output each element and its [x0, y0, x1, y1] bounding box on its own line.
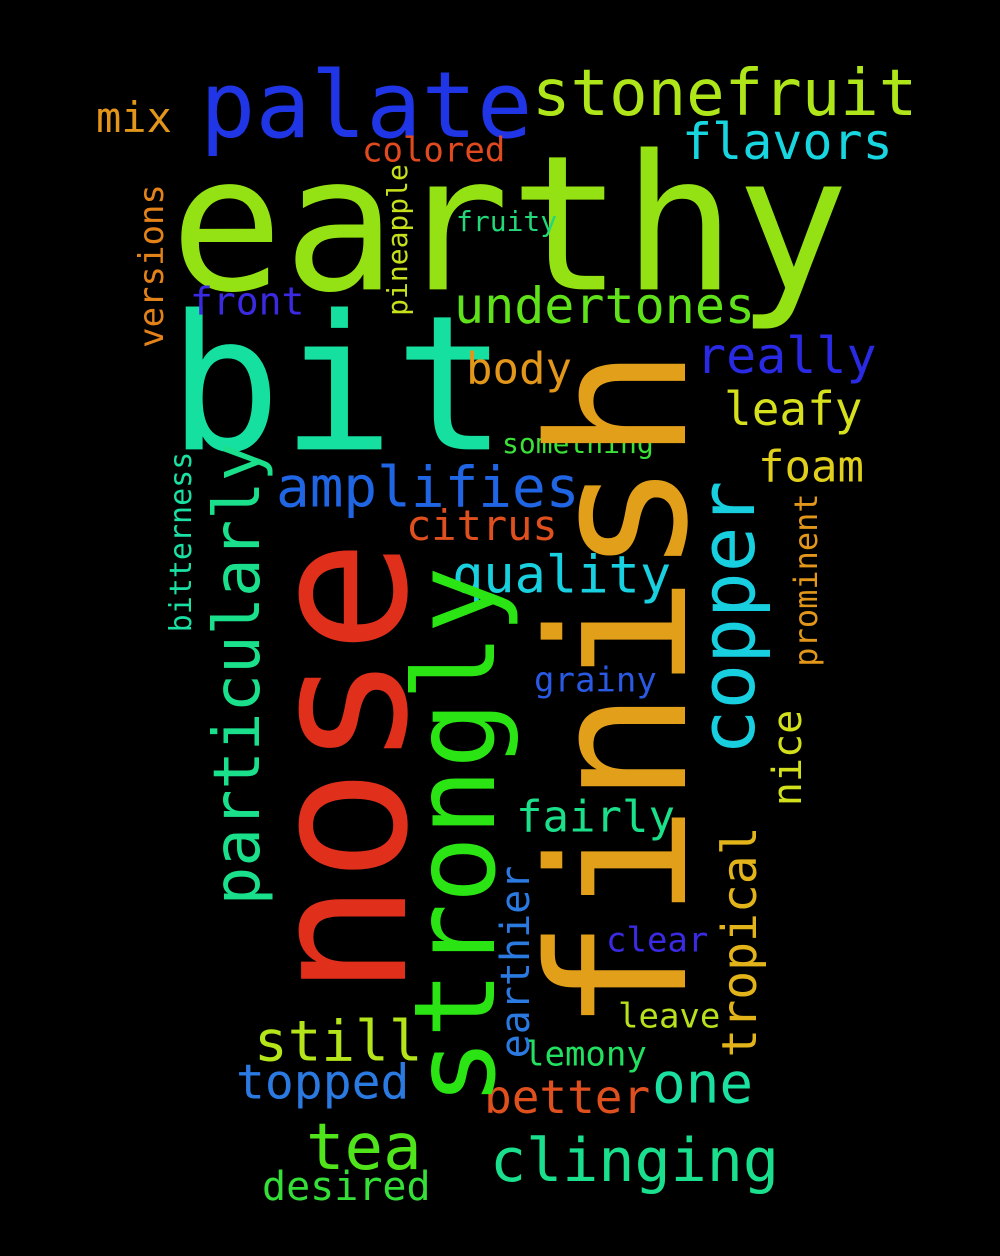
- word-colored: colored: [362, 130, 506, 171]
- word-citrus: citrus: [406, 501, 558, 551]
- word-bit: bit: [168, 275, 508, 495]
- word-clinging: clinging: [490, 1126, 779, 1197]
- word-better: better: [484, 1070, 651, 1125]
- word-earthy: earthy: [170, 115, 850, 335]
- word-tropical: tropical: [712, 826, 768, 1058]
- word-bitterness: bitterness: [164, 451, 199, 633]
- word-clear: clear: [606, 920, 709, 961]
- word-foam: foam: [758, 441, 864, 493]
- word-leave: leave: [618, 996, 721, 1037]
- word-fruity: fruity: [456, 205, 558, 239]
- word-flavors: flavors: [682, 113, 893, 171]
- word-prominent: prominent: [787, 493, 825, 667]
- word-earthier: earthier: [493, 865, 539, 1059]
- word-copper: copper: [683, 480, 772, 756]
- word-undertones: undertones: [454, 277, 756, 335]
- word-fairly: fairly: [516, 791, 675, 843]
- word-quality: quality: [452, 545, 672, 606]
- word-one: one: [652, 1051, 754, 1117]
- word-something: something: [502, 427, 654, 461]
- word-palate: palate: [200, 52, 533, 160]
- word-really: really: [696, 327, 877, 385]
- word-topped: topped: [236, 1054, 410, 1111]
- word-amplifies: amplifies: [276, 455, 580, 521]
- word-desired: desired: [262, 1163, 431, 1210]
- word-pineapple: pineapple: [381, 164, 414, 316]
- word-tea: tea: [306, 1111, 422, 1186]
- word-mix: mix: [96, 93, 172, 143]
- word-front: front: [190, 279, 305, 324]
- word-body: body: [466, 343, 572, 395]
- word-lemony: lemony: [524, 1034, 647, 1075]
- word-particularly: particularly: [201, 442, 275, 906]
- word-stonefruit: stonefruit: [532, 57, 918, 132]
- word-nice: nice: [765, 709, 811, 807]
- word-leafy: leafy: [724, 382, 863, 437]
- word-versions: versions: [132, 184, 172, 348]
- word-still: still: [254, 1009, 423, 1075]
- word-grainy: grainy: [534, 660, 657, 701]
